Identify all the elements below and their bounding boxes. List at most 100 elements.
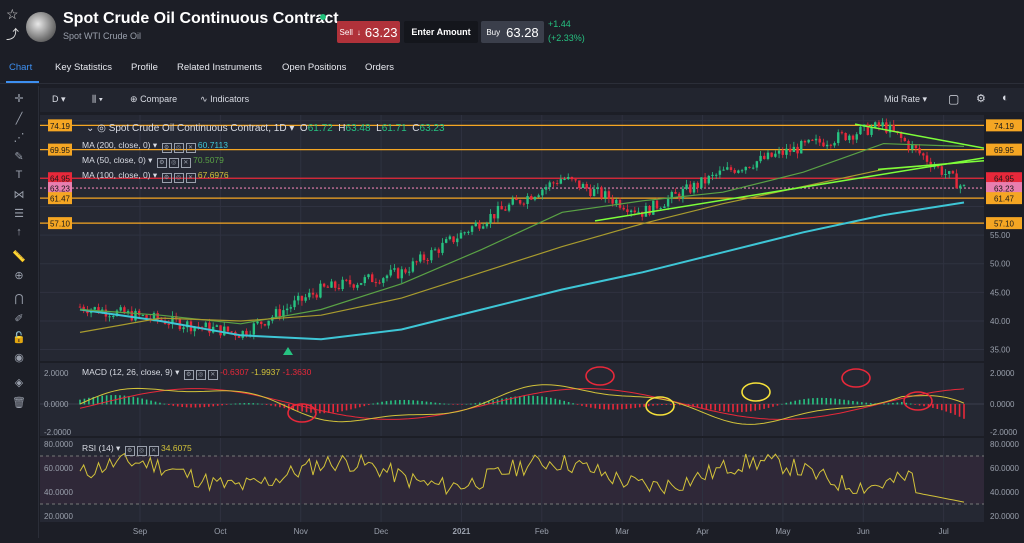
- candle: [541, 188, 544, 200]
- visibility-icon[interactable]: ◎: [173, 143, 184, 153]
- settings-gear-icon[interactable]: ⚙: [161, 173, 172, 183]
- interval-select[interactable]: D ▾: [52, 94, 66, 104]
- candle: [204, 321, 207, 328]
- brush-icon[interactable]: ✎: [14, 151, 24, 163]
- eye-icon[interactable]: ◉: [14, 352, 24, 364]
- candle: [859, 125, 862, 135]
- candle: [171, 311, 174, 329]
- crosshair-icon[interactable]: ✛: [14, 93, 24, 105]
- macd-histogram-bar: [883, 403, 885, 405]
- macd-histogram-bar: [625, 404, 628, 409]
- ma50-value: 70.5079: [193, 155, 224, 165]
- arrow-up-icon[interactable]: ↑: [16, 226, 22, 238]
- settings-gear-icon[interactable]: ⚙: [976, 93, 986, 105]
- candle: [788, 144, 792, 156]
- macd-histogram-bar: [381, 401, 383, 405]
- close-icon[interactable]: ✕: [148, 446, 159, 456]
- candle: [341, 276, 344, 292]
- snapshot-icon[interactable]: ◐: [1002, 92, 1009, 104]
- macd-histogram-bar: [834, 398, 836, 405]
- macd-histogram-bar: [416, 400, 419, 405]
- indicators-button[interactable]: ∿ Indicators: [200, 94, 250, 104]
- drawing-tools-rail: ✛ ╱ ⋰ ✎ T ⋈ ☰ ↑ 📏 ⊕ ⋂ ✐ 🔓 ◉ ◈ 🗑: [0, 86, 39, 538]
- visibility-icon[interactable]: ◎: [195, 370, 206, 380]
- tab-orders[interactable]: Orders: [365, 62, 395, 73]
- fullscreen-icon[interactable]: ▢: [948, 92, 960, 106]
- tab-key-statistics[interactable]: Key Statistics: [55, 62, 113, 73]
- close-icon[interactable]: ✕: [180, 158, 191, 168]
- trash-icon[interactable]: 🗑: [12, 397, 26, 409]
- price-chart-svg: [40, 115, 1024, 361]
- visibility-icon[interactable]: ◎: [136, 446, 147, 456]
- tab-chart[interactable]: Chart: [9, 62, 33, 73]
- chart-type-select[interactable]: ⫼ ▾: [92, 94, 104, 104]
- price-type-select[interactable]: Mid Rate ▾: [884, 94, 928, 104]
- collapse-icon[interactable]: ⌄: [86, 123, 95, 134]
- candle: [700, 177, 703, 190]
- macd-histogram-bar: [350, 404, 352, 410]
- candle: [811, 139, 814, 141]
- macd-histogram-bar: [940, 404, 943, 411]
- annotation-circle: [287, 403, 317, 423]
- candle: [563, 176, 566, 181]
- star-icon[interactable]: ☆: [6, 6, 19, 22]
- macd-histogram-bar: [176, 404, 179, 407]
- enter-amount-button[interactable]: Enter Amount: [404, 21, 478, 43]
- time-tick: Feb: [535, 527, 549, 536]
- candle: [833, 141, 836, 148]
- tab-profile[interactable]: Profile: [131, 62, 158, 73]
- candle: [840, 130, 844, 135]
- tab-related-instruments[interactable]: Related Instruments: [177, 62, 263, 73]
- layers-icon[interactable]: ◈: [14, 377, 24, 389]
- close-icon[interactable]: ✕: [185, 143, 196, 153]
- visibility-icon[interactable]: ◎: [168, 158, 179, 168]
- rsi-pane[interactable]: [40, 438, 1024, 522]
- settings-gear-icon[interactable]: ⚙: [183, 370, 194, 380]
- magnet-icon[interactable]: ⋂: [14, 293, 24, 305]
- lock-icon[interactable]: 🔓: [12, 332, 26, 344]
- candle: [655, 197, 659, 212]
- settings-gear-icon[interactable]: ⚙: [156, 158, 167, 168]
- candle: [411, 257, 415, 274]
- text-tool-icon[interactable]: T: [15, 169, 23, 181]
- share-icon[interactable]: ⤴: [6, 27, 20, 42]
- buy-button[interactable]: Buy 63.28: [481, 21, 544, 43]
- candle: [755, 160, 759, 171]
- candle: [285, 303, 289, 315]
- candle: [430, 247, 433, 263]
- price-chart-pane[interactable]: [40, 115, 1024, 361]
- candle: [766, 149, 770, 161]
- ruler-icon[interactable]: 📏: [12, 251, 26, 263]
- price-change: +1.44 (+2.33%): [548, 17, 585, 45]
- macd-pane[interactable]: [40, 363, 1024, 436]
- candle: [330, 278, 333, 288]
- macd-histogram-bar: [128, 396, 130, 405]
- buy-price: 63.28: [506, 24, 539, 40]
- lock-drawing-icon[interactable]: ✐: [14, 313, 24, 325]
- close-icon[interactable]: ✕: [207, 370, 218, 380]
- visibility-icon[interactable]: ◎: [173, 173, 184, 183]
- multi-line-icon[interactable]: ⋰: [13, 132, 25, 144]
- pattern-icon[interactable]: ⋈: [13, 189, 25, 201]
- visibility-icon[interactable]: ◎: [97, 123, 106, 134]
- trend-line-icon[interactable]: ╱: [15, 113, 23, 125]
- tab-open-positions[interactable]: Open Positions: [282, 62, 347, 73]
- candle: [711, 171, 714, 181]
- settings-gear-icon[interactable]: ⚙: [161, 143, 172, 153]
- zoom-in-icon[interactable]: ⊕: [14, 270, 24, 282]
- macd-histogram-bar: [896, 402, 899, 405]
- candle: [544, 184, 548, 195]
- macd-histogram-bar: [212, 404, 215, 407]
- candle: [337, 284, 341, 291]
- fib-icon[interactable]: ☰: [14, 208, 24, 220]
- close-icon[interactable]: ✕: [185, 173, 196, 183]
- macd-line: [79, 384, 965, 425]
- active-tab-indicator: [6, 81, 39, 83]
- compare-button[interactable]: ⊕ Compare: [130, 94, 178, 104]
- settings-gear-icon[interactable]: ⚙: [124, 446, 135, 456]
- candle: [737, 169, 740, 174]
- sell-button[interactable]: Sell ↓ 63.23: [337, 21, 400, 43]
- candle: [751, 164, 755, 170]
- macd-histogram-bar: [807, 398, 810, 405]
- candle: [297, 292, 300, 305]
